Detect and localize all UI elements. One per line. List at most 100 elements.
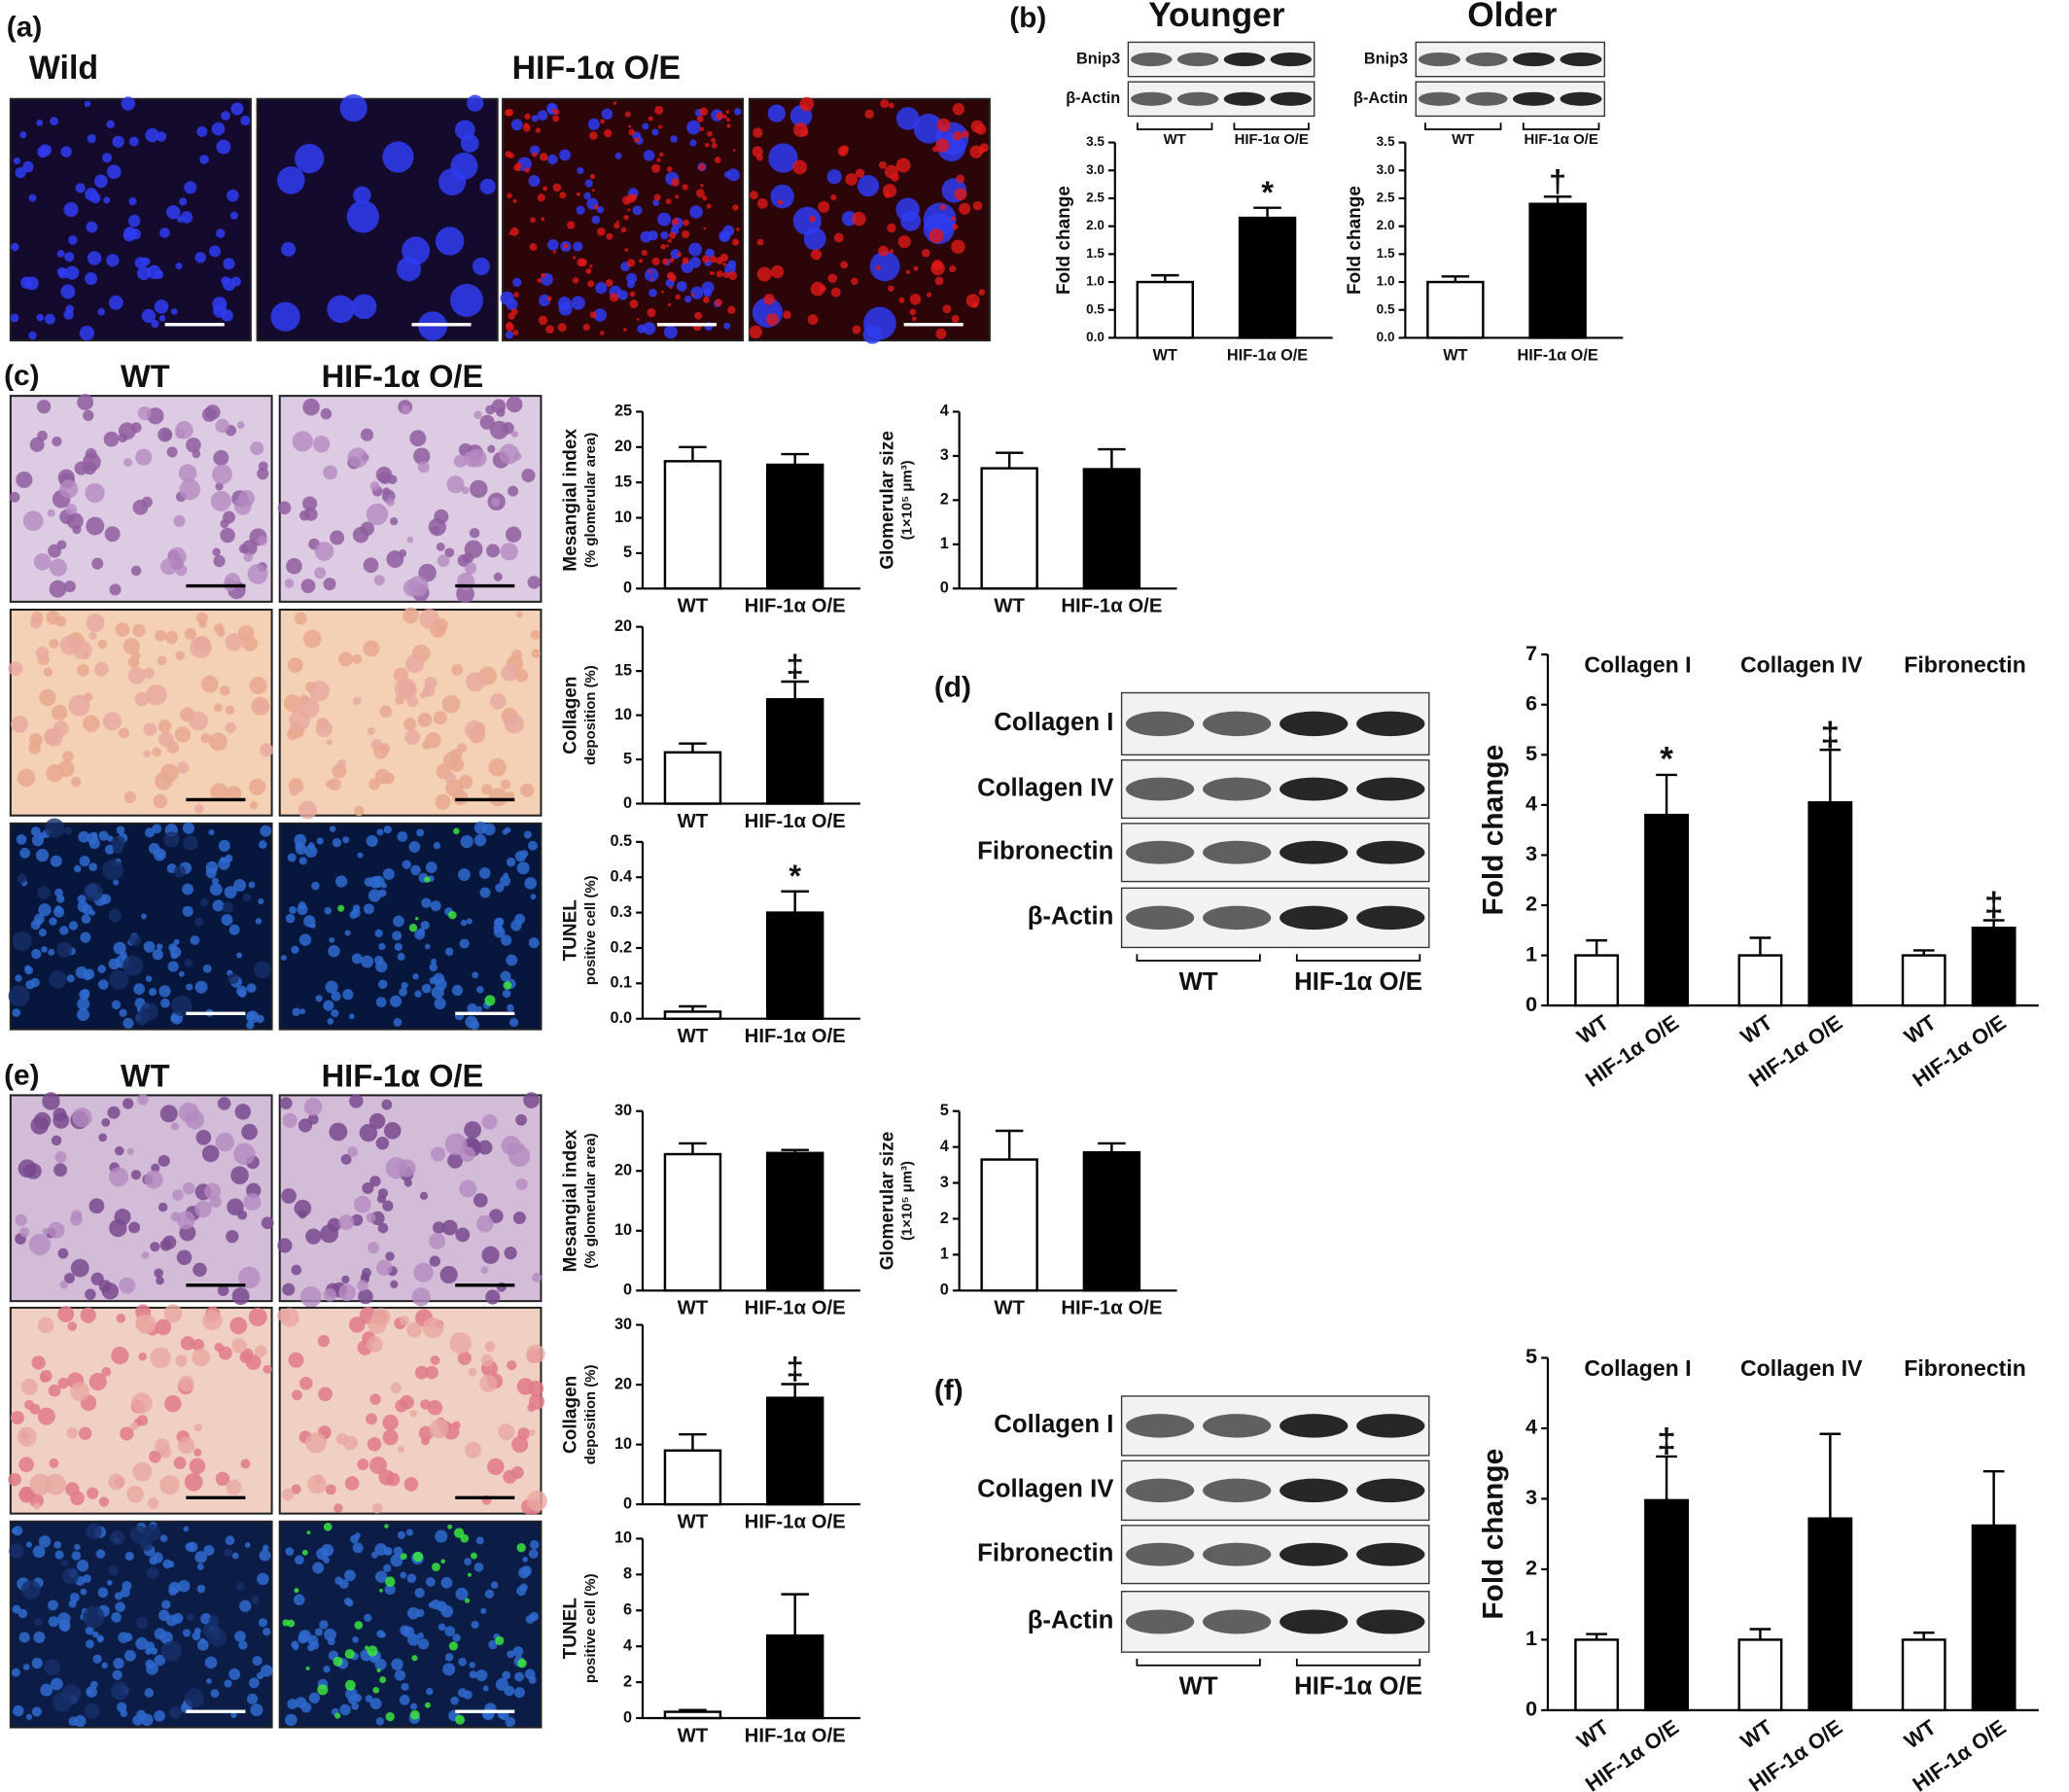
nucleus bbox=[143, 940, 156, 953]
stain bbox=[585, 267, 592, 274]
stain bbox=[177, 761, 190, 774]
nucleus bbox=[506, 791, 514, 799]
nucleus bbox=[44, 313, 55, 325]
nucleus bbox=[160, 998, 170, 1008]
stain bbox=[281, 1488, 295, 1501]
stain bbox=[128, 933, 142, 946]
nucleus bbox=[106, 120, 115, 129]
nucleus bbox=[530, 630, 541, 640]
stain bbox=[60, 1684, 82, 1704]
nucleus bbox=[158, 1202, 168, 1212]
y-tick-label: 15 bbox=[614, 473, 632, 490]
nucleus bbox=[344, 1476, 360, 1491]
stain bbox=[809, 215, 816, 223]
nucleus bbox=[521, 1565, 532, 1577]
nucleus bbox=[505, 1716, 516, 1728]
stain bbox=[412, 1551, 424, 1563]
nucleus bbox=[349, 910, 358, 920]
nucleus bbox=[196, 125, 208, 137]
nucleus bbox=[462, 552, 474, 564]
stain bbox=[353, 1195, 371, 1213]
stain bbox=[102, 712, 123, 731]
nucleus bbox=[77, 394, 94, 411]
nucleus bbox=[169, 946, 182, 958]
nucleus bbox=[239, 1351, 252, 1363]
nucleus bbox=[530, 145, 541, 156]
nucleus bbox=[10, 1411, 24, 1425]
stain bbox=[247, 563, 268, 584]
nucleus bbox=[270, 301, 300, 332]
error-bar bbox=[1656, 773, 1677, 816]
nucleus bbox=[104, 844, 115, 855]
nucleus bbox=[294, 1199, 312, 1217]
nucleus bbox=[212, 297, 228, 312]
stain bbox=[183, 835, 198, 851]
nucleus bbox=[175, 263, 183, 270]
nucleus bbox=[307, 842, 315, 850]
stain bbox=[567, 221, 576, 229]
y-tick-label: 2.5 bbox=[1377, 191, 1395, 205]
y-tick-label: 20 bbox=[614, 617, 632, 635]
blot-row-label: Collagen IV bbox=[977, 774, 1114, 801]
nucleus bbox=[150, 1647, 158, 1655]
nucleus bbox=[368, 1112, 386, 1130]
nucleus bbox=[246, 983, 257, 994]
stain bbox=[616, 220, 619, 224]
y-tick-label: 0 bbox=[1525, 992, 1537, 1016]
nucleus bbox=[385, 1251, 395, 1261]
stain bbox=[651, 163, 661, 173]
stain bbox=[613, 101, 617, 105]
nucleus bbox=[215, 1471, 230, 1487]
nucleus bbox=[241, 1123, 258, 1141]
nucleus bbox=[472, 257, 491, 276]
stain bbox=[706, 203, 712, 209]
bar bbox=[663, 751, 722, 805]
bar bbox=[765, 911, 824, 1020]
blot-bracket bbox=[1136, 954, 1261, 962]
nucleus bbox=[507, 1650, 515, 1659]
nucleus bbox=[138, 1352, 147, 1361]
y-axis-label: Collagen bbox=[561, 676, 581, 754]
stain bbox=[178, 464, 197, 482]
nucleus bbox=[119, 1008, 127, 1017]
nucleus bbox=[203, 1544, 215, 1556]
blot-band bbox=[1125, 711, 1195, 737]
nucleus bbox=[60, 1622, 70, 1633]
nucleus bbox=[493, 572, 503, 581]
x-tick-label: HIF-1α O/E bbox=[745, 1298, 846, 1319]
stain bbox=[242, 893, 252, 902]
nucleus bbox=[86, 221, 98, 233]
blot-band bbox=[1125, 1609, 1195, 1634]
stain bbox=[338, 1283, 356, 1302]
blot-band bbox=[1280, 777, 1349, 801]
nucleus bbox=[457, 1351, 472, 1365]
nucleus bbox=[375, 960, 388, 973]
nucleus bbox=[113, 879, 120, 886]
nucleus bbox=[379, 705, 393, 719]
stain bbox=[524, 113, 531, 121]
blot-band bbox=[1280, 1609, 1349, 1634]
nucleus bbox=[152, 1552, 163, 1564]
nucleus bbox=[31, 1355, 46, 1370]
stain bbox=[830, 287, 841, 298]
nucleus bbox=[361, 955, 374, 968]
nucleus bbox=[35, 849, 50, 862]
nucleus bbox=[192, 1632, 201, 1641]
nucleus bbox=[194, 980, 208, 994]
nucleus bbox=[161, 1599, 171, 1609]
stain bbox=[649, 277, 653, 281]
bar bbox=[1971, 1524, 2016, 1712]
nucleus bbox=[299, 1008, 306, 1015]
nucleus bbox=[84, 100, 91, 108]
nucleus bbox=[115, 1601, 125, 1613]
nucleus bbox=[42, 1092, 60, 1110]
stain bbox=[70, 1382, 89, 1402]
nucleus bbox=[351, 953, 363, 965]
bar bbox=[1238, 216, 1297, 339]
nucleus bbox=[381, 1099, 393, 1110]
y-tick-label: 2 bbox=[940, 491, 949, 509]
stain bbox=[766, 313, 779, 326]
blot-band bbox=[1125, 1414, 1195, 1438]
nucleus bbox=[397, 1530, 406, 1539]
stain bbox=[682, 257, 689, 264]
